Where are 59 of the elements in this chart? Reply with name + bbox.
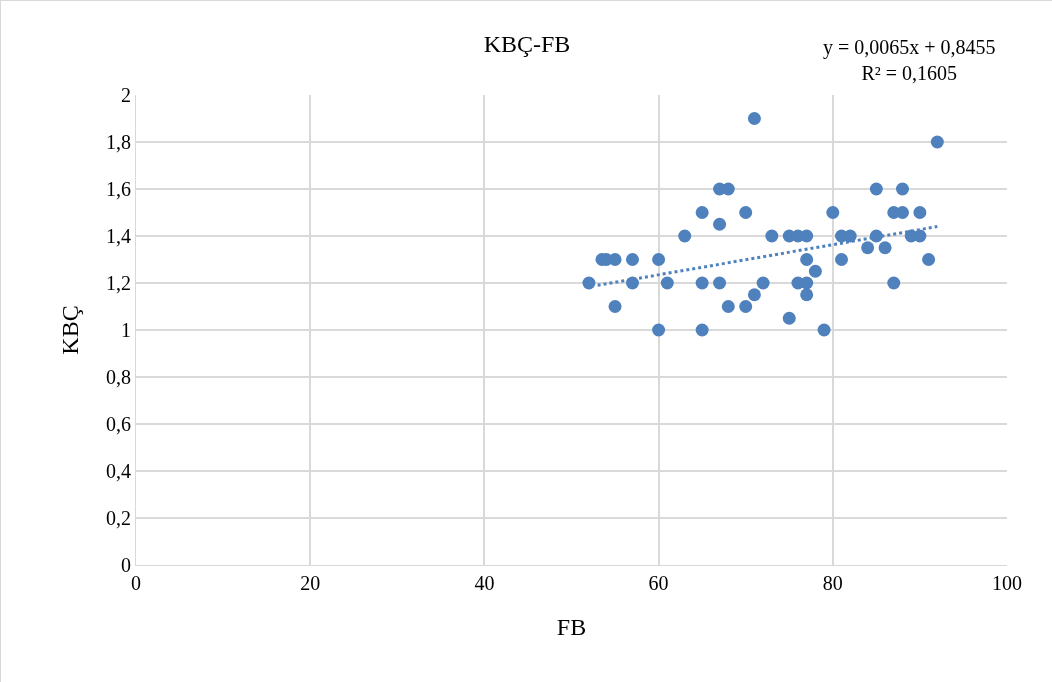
point <box>826 206 840 219</box>
point <box>800 288 814 302</box>
x-tick-label: 20 <box>300 572 321 594</box>
y-tick-label: 0,8 <box>106 366 131 388</box>
point <box>895 182 909 196</box>
y-tick-label: 1,2 <box>106 272 131 294</box>
point <box>800 276 814 290</box>
y-tick-label: 0,2 <box>106 507 131 529</box>
chart-title: KBÇ-FB <box>483 30 571 57</box>
point <box>913 206 927 219</box>
point <box>713 217 727 231</box>
point <box>660 276 674 290</box>
y-tick-label: 1,4 <box>106 225 131 247</box>
point <box>861 241 875 255</box>
x-tick-label: 100 <box>992 572 1022 594</box>
x-tick-label: 60 <box>648 572 669 594</box>
text: y = 0,0065x + 0,8455 R² = 0,1605 <box>823 36 996 84</box>
point <box>739 206 753 219</box>
point <box>817 323 831 337</box>
x-tick-label: 80 <box>822 572 843 594</box>
point <box>721 182 735 196</box>
point <box>608 300 622 313</box>
point <box>835 253 849 266</box>
point <box>739 300 753 313</box>
point <box>625 253 639 266</box>
y-tick-label: 1,8 <box>106 131 131 153</box>
y-axis-title: KBÇ <box>57 305 84 355</box>
point <box>652 323 666 337</box>
point <box>652 253 666 266</box>
point <box>695 206 709 219</box>
y-tick-label: 2 <box>121 84 131 106</box>
point <box>869 182 883 196</box>
y-tick-label: 0,6 <box>106 413 131 435</box>
point <box>878 241 892 255</box>
point <box>582 276 596 290</box>
point <box>747 288 761 302</box>
point <box>808 264 822 278</box>
point <box>782 311 796 325</box>
point <box>887 276 901 290</box>
y-tick-label: 1 <box>121 319 131 341</box>
point <box>800 229 814 243</box>
y-tick-label: 0,4 <box>106 460 131 482</box>
x-tick-label: 40 <box>474 572 495 594</box>
point <box>756 276 770 290</box>
point <box>695 276 709 290</box>
point <box>930 135 944 149</box>
point <box>747 112 761 125</box>
point <box>922 253 936 266</box>
point <box>608 253 622 266</box>
point <box>695 323 709 337</box>
point <box>765 229 779 243</box>
y-tick-label: 1,6 <box>106 178 131 200</box>
y-tick-label: 0 <box>121 554 131 576</box>
x-axis-title: FB <box>556 614 587 641</box>
point <box>678 229 692 243</box>
point <box>913 229 927 243</box>
point <box>800 253 814 266</box>
point <box>713 276 727 290</box>
point <box>721 300 735 313</box>
